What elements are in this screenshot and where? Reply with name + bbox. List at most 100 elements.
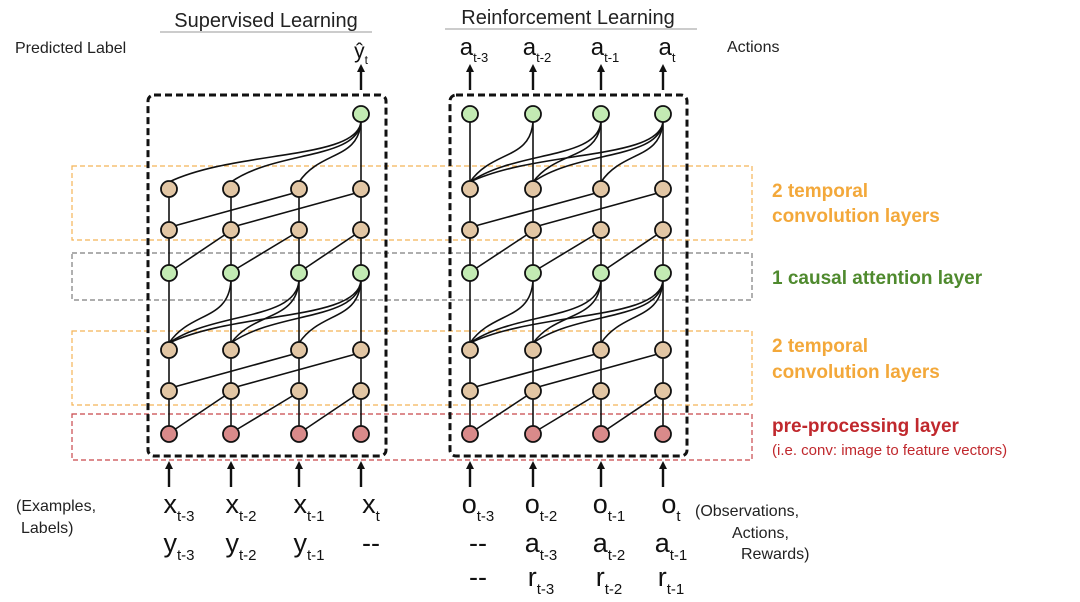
rl-attention-edge <box>600 279 664 344</box>
actions-text: Actions <box>727 39 779 56</box>
rl-preprocessing-node <box>654 425 672 443</box>
network-boxes <box>146 93 689 458</box>
sup-output-node <box>352 105 370 123</box>
rl-conv-edge <box>537 192 659 227</box>
preprocessing-band <box>71 413 753 461</box>
rl-conv-edge <box>474 394 529 431</box>
sup-attention-edge <box>168 279 300 344</box>
rl-attention-edge <box>532 120 602 183</box>
rl-attention-edge <box>469 279 664 344</box>
titles: Supervised Learning Reinforcement Learni… <box>160 7 697 33</box>
rl-conv-edge <box>605 394 659 431</box>
rl-output-node <box>592 105 610 123</box>
rl-conv-edge <box>537 394 597 431</box>
reward-input-symbol: rt-3 <box>528 562 555 598</box>
temporal-bottom-label-line2: convolution layers <box>772 362 940 383</box>
rl-attention-node <box>524 264 542 282</box>
sup-temporal-node <box>352 382 370 400</box>
sup-temporal-node <box>290 382 308 400</box>
rl-attention-node <box>461 264 479 282</box>
label-input-symbol: yt-3 <box>163 528 194 564</box>
rl-conv-edge <box>474 233 529 270</box>
sup-temporal-node <box>352 180 370 198</box>
rl-temporal-node <box>654 221 672 239</box>
rl-attention-edge <box>469 120 534 183</box>
rl-attention-edge <box>469 120 602 183</box>
rl-temporal-node <box>592 382 610 400</box>
sup-temporal-node <box>290 180 308 198</box>
action-input-symbol: -- <box>469 528 487 558</box>
sup-conv-edge <box>303 394 357 431</box>
sup-temporal-node <box>352 341 370 359</box>
preprocessing-label: pre-processing layer <box>772 416 960 437</box>
reward-input-symbol: -- <box>469 562 487 592</box>
io-symbols: ŷt at-3 at-2 at-1 at xt-3 xt-2 xt-1 xt yt-3 yt-2 yt… <box>163 34 687 598</box>
action-output-symbol: at <box>659 34 676 65</box>
rl-output-node <box>524 105 542 123</box>
sup-temporal-node <box>222 180 240 198</box>
example-input-symbol: xt-2 <box>225 489 256 525</box>
sup-attention-edge <box>298 120 362 183</box>
sup-attention-node <box>160 264 178 282</box>
rl-temporal-node <box>592 221 610 239</box>
rl-preprocessing-node <box>524 425 542 443</box>
reward-input-symbol: rt-2 <box>596 562 623 598</box>
sup-temporal-node <box>160 180 178 198</box>
action-input-symbol: at-1 <box>655 528 688 564</box>
rl-temporal-node <box>654 382 672 400</box>
rl-temporal-node <box>524 341 542 359</box>
sup-temporal-node <box>290 341 308 359</box>
action-input-symbol: at-2 <box>593 528 626 564</box>
rl-preprocessing-node <box>592 425 610 443</box>
sup-conv-edge <box>235 394 295 431</box>
rl-attention-edge <box>532 279 664 344</box>
example-input-symbol: xt <box>362 489 381 525</box>
preprocessing-note: (i.e. conv: image to feature vectors) <box>772 442 1007 459</box>
label-input-symbol: -- <box>362 528 380 558</box>
rl-temporal-node <box>524 221 542 239</box>
rl-attention-edge <box>469 120 664 183</box>
observation-input-symbol: ot-2 <box>525 489 558 525</box>
sup-conv-edge <box>235 353 357 388</box>
rl-conv-edge <box>537 353 659 388</box>
attention-band <box>71 252 753 301</box>
observations-line3: Rewards) <box>741 546 809 563</box>
sup-conv-edge <box>303 233 357 270</box>
rl-temporal-node <box>654 180 672 198</box>
sup-attention-node <box>290 264 308 282</box>
temporal-bottom-band <box>71 330 753 406</box>
sup-conv-edge <box>235 192 357 227</box>
sup-attention-edge <box>230 279 300 344</box>
rl-preprocessing-node <box>461 425 479 443</box>
sup-attention-node <box>222 264 240 282</box>
sup-temporal-node <box>352 221 370 239</box>
layer-bands <box>71 165 753 461</box>
observation-input-symbol: ot-3 <box>462 489 495 525</box>
sup-preprocessing-node <box>290 425 308 443</box>
rl-conv-edge <box>605 233 659 270</box>
side-labels: Predicted Label Actions (Examples, Label… <box>15 39 809 563</box>
reward-input-symbol: rt-1 <box>658 562 685 598</box>
action-input-symbol: at-3 <box>525 528 558 564</box>
temporal-top-band <box>71 165 753 241</box>
temporal-top-label-line1: 2 temporal <box>772 181 868 202</box>
sup-preprocessing-node <box>222 425 240 443</box>
label-input-symbol: yt-1 <box>293 528 324 564</box>
rl-temporal-node <box>461 180 479 198</box>
rl-conv-edge <box>474 192 597 227</box>
sup-temporal-node <box>222 221 240 239</box>
sup-conv-edge <box>173 233 227 270</box>
sup-temporal-node <box>160 382 178 400</box>
sup-attention-edge <box>230 120 362 183</box>
sup-conv-edge <box>235 233 295 270</box>
sup-attention-edge <box>230 279 362 344</box>
observations-line2: Actions, <box>732 525 789 542</box>
attention-label: 1 causal attention layer <box>772 268 983 289</box>
predicted-label-text: Predicted Label <box>15 40 126 57</box>
rl-temporal-node <box>461 382 479 400</box>
sup-conv-edge <box>173 394 227 431</box>
rl-conv-edge <box>474 353 597 388</box>
example-input-symbol: xt-3 <box>163 489 194 525</box>
observations-line1: (Observations, <box>695 503 799 520</box>
rl-output-node <box>461 105 479 123</box>
